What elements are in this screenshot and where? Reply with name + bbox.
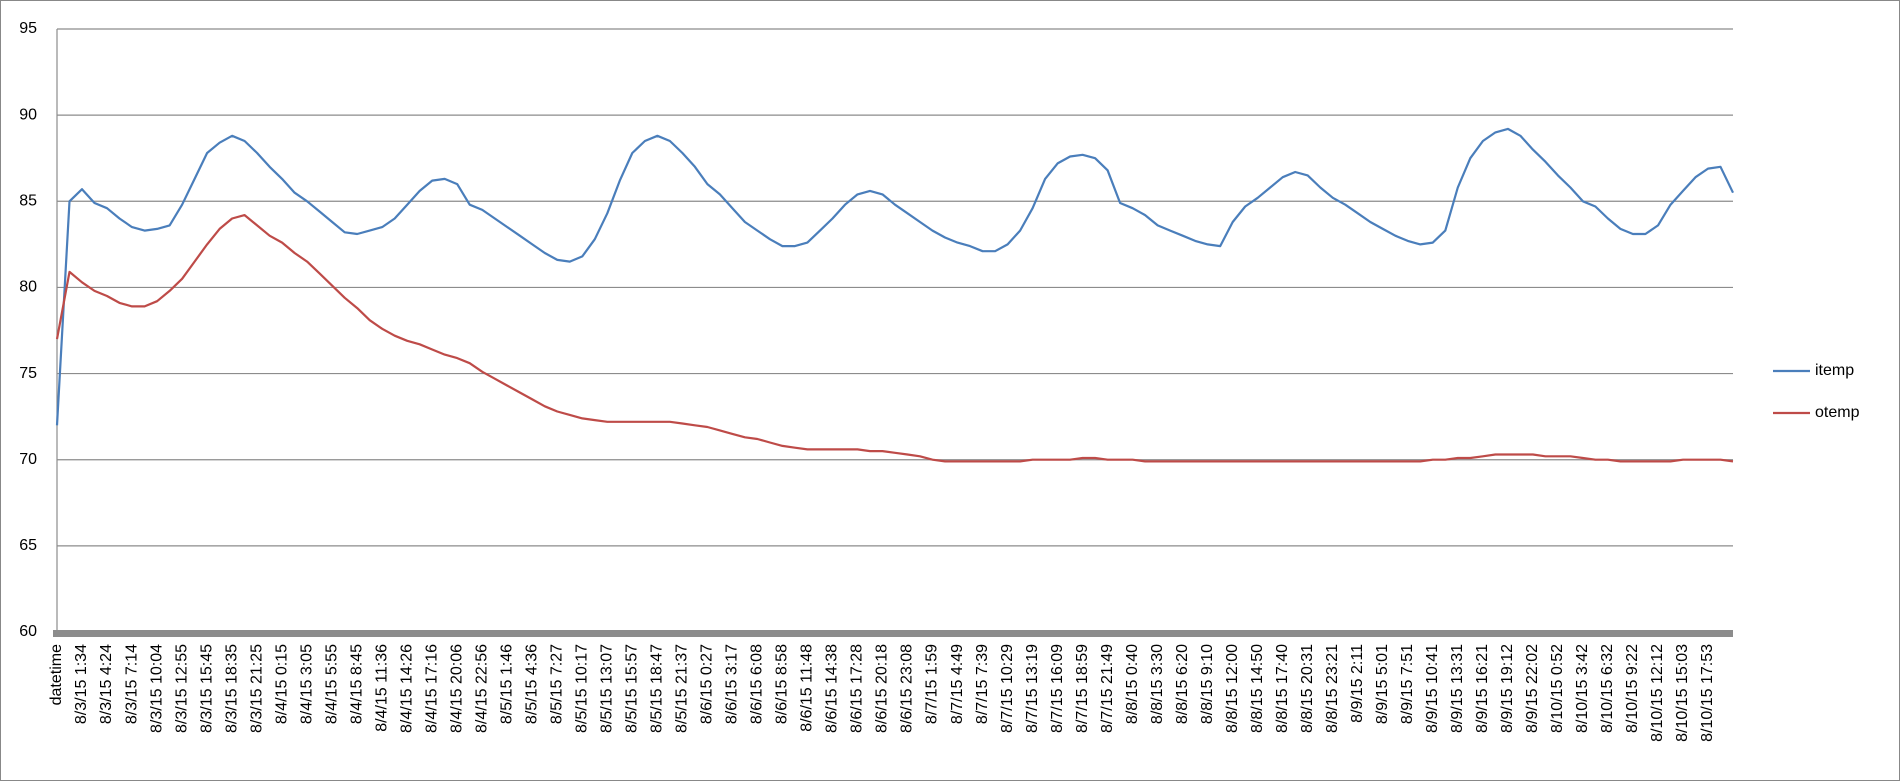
- x-tick-label: 8/3/15 10:04: [148, 644, 165, 733]
- x-tick-label: 8/7/15 13:19: [1024, 644, 1041, 733]
- x-tick-label: 8/7/15 18:59: [1074, 644, 1091, 733]
- legend-label: otemp: [1815, 404, 1860, 421]
- x-tick-label: 8/8/15 6:20: [1174, 644, 1191, 724]
- x-tick-label: 8/4/15 20:06: [448, 644, 465, 733]
- x-tick-label: 8/6/15 17:28: [849, 644, 866, 733]
- x-tick-label: 8/8/15 23:21: [1324, 644, 1341, 733]
- x-tick-label: 8/9/15 7:51: [1399, 644, 1416, 724]
- x-tick-label: 8/4/15 0:15: [273, 644, 290, 724]
- y-tick-label: 80: [19, 279, 37, 296]
- x-tick-label: 8/7/15 10:29: [999, 644, 1016, 733]
- x-tick-label: 8/5/15 7:27: [549, 644, 566, 724]
- x-tick-label: 8/3/15 1:34: [73, 644, 90, 724]
- legend-label: itemp: [1815, 362, 1854, 379]
- x-tick-label: 8/4/15 8:45: [348, 644, 365, 724]
- x-tick-label: 8/10/15 3:42: [1574, 644, 1591, 733]
- x-tick-label: 8/9/15 5:01: [1374, 644, 1391, 724]
- x-tick-label: 8/6/15 6:08: [749, 644, 766, 724]
- y-tick-label: 95: [19, 20, 37, 37]
- x-tick-label: 8/6/15 8:58: [774, 644, 791, 724]
- line-series: [55, 127, 1734, 426]
- x-tick-label: 8/9/15 2:11: [1349, 644, 1366, 723]
- x-tick-label: 8/4/15 11:36: [373, 644, 390, 732]
- x-tick-label: 8/3/15 18:35: [223, 644, 240, 733]
- y-tick-label: 65: [19, 537, 37, 554]
- x-tick-label: 8/5/15 15:57: [624, 644, 641, 733]
- x-tick-label: 8/6/15 14:38: [824, 644, 841, 733]
- x-tick-label: 8/7/15 1:59: [924, 644, 941, 724]
- x-tick-label: 8/3/15 12:55: [173, 644, 190, 733]
- x-tick-label: 8/7/15 4:49: [949, 644, 966, 724]
- x-tick-label: 8/7/15 21:49: [1099, 644, 1116, 733]
- x-tick-label: 8/9/15 16:21: [1474, 644, 1491, 733]
- x-tick-label: 8/10/15 15:03: [1674, 644, 1691, 742]
- line-series: [55, 214, 1734, 463]
- x-tick-label: 8/3/15 4:24: [98, 644, 115, 724]
- y-tick-label: 90: [19, 106, 37, 123]
- x-tick-label: 8/8/15 12:00: [1224, 644, 1241, 733]
- x-tick-label: 8/7/15 16:09: [1049, 644, 1066, 733]
- y-tick-label: 60: [19, 623, 37, 640]
- x-tick-label: 8/4/15 3:05: [298, 644, 315, 724]
- x-axis: [53, 630, 1733, 637]
- x-tick-label: 8/8/15 9:10: [1199, 644, 1216, 724]
- x-tick-label: 8/3/15 15:45: [198, 644, 215, 733]
- x-tick-label: 8/4/15 17:16: [423, 644, 440, 733]
- x-tick-label: 8/10/15 0:52: [1549, 644, 1566, 733]
- x-tick-label: 8/9/15 10:41: [1424, 644, 1441, 733]
- x-tick-label: 8/5/15 10:17: [574, 644, 591, 733]
- x-tick-label: 8/5/15 1:46: [498, 644, 515, 724]
- x-tick-label: 8/8/15 20:31: [1299, 644, 1316, 733]
- x-tick-label: 8/4/15 22:56: [473, 644, 490, 733]
- x-tick-label: datetime: [48, 644, 65, 705]
- y-tick-label: 70: [19, 451, 37, 468]
- x-tick-label: 8/9/15 22:02: [1524, 644, 1541, 733]
- x-tick-label: 8/10/15 9:22: [1624, 644, 1641, 733]
- x-tick-label: 8/10/15 6:32: [1599, 644, 1616, 733]
- y-tick-label: 85: [19, 193, 37, 210]
- x-tick-label: 8/9/15 19:12: [1499, 644, 1516, 733]
- x-tick-label: 8/8/15 14:50: [1249, 644, 1266, 733]
- x-tick-label: 8/7/15 7:39: [974, 644, 991, 724]
- y-tick-label: 75: [19, 365, 37, 382]
- x-tick-label: 8/6/15 23:08: [899, 644, 916, 733]
- x-tick-label: 8/5/15 18:47: [649, 644, 666, 733]
- x-tick-label: 8/3/15 7:14: [123, 644, 140, 724]
- x-tick-label: 8/4/15 5:55: [323, 644, 340, 724]
- x-tick-label: 8/8/15 3:30: [1149, 644, 1166, 724]
- x-tick-label: 8/8/15 0:40: [1124, 644, 1141, 724]
- x-tick-label: 8/6/15 20:18: [874, 644, 891, 733]
- x-tick-label: 8/9/15 13:31: [1449, 644, 1466, 733]
- x-tick-label: 8/5/15 21:37: [674, 644, 691, 733]
- x-tick-label: 8/10/15 12:12: [1649, 644, 1666, 742]
- x-tick-label: 8/4/15 14:26: [398, 644, 415, 733]
- x-tick-label: 8/10/15 17:53: [1699, 644, 1716, 742]
- x-tick-label: 8/5/15 4:36: [524, 644, 541, 724]
- x-tick-label: 8/5/15 13:07: [599, 644, 616, 733]
- x-tick-label: 8/6/15 0:27: [699, 644, 716, 724]
- x-tick-label: 8/6/15 3:17: [724, 644, 741, 724]
- x-tick-label: 8/8/15 17:40: [1274, 644, 1291, 733]
- x-tick-label: 8/3/15 21:25: [248, 644, 265, 733]
- x-tick-label: 8/6/15 11:48: [799, 644, 816, 732]
